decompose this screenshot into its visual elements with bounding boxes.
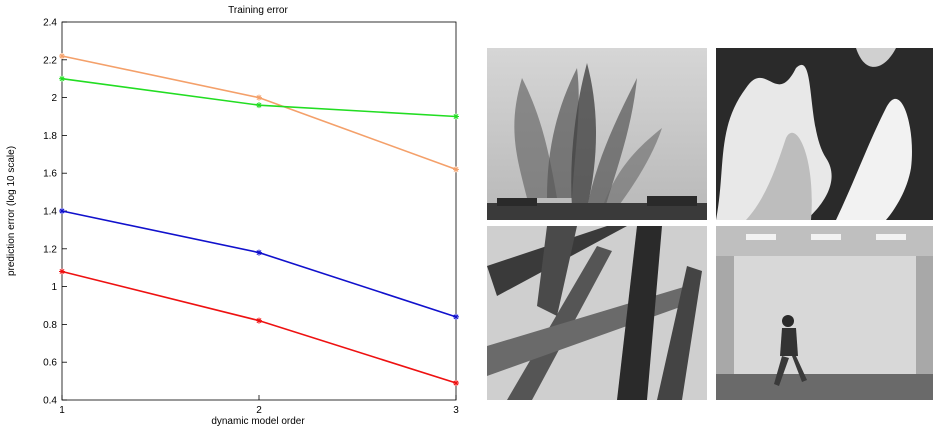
y-tick-label: 1.6: [43, 169, 57, 180]
y-axis-label: prediction error (log 10 scale): [6, 146, 17, 276]
series-1-point: [453, 166, 459, 173]
y-tick-label: 1.8: [43, 131, 57, 142]
plant-image: [487, 226, 707, 400]
series-3-point: [59, 208, 65, 214]
series-2-point: [256, 102, 262, 109]
fire-image: [716, 48, 933, 220]
fountain-frame: [487, 48, 707, 220]
fire-frame: [716, 48, 933, 220]
chart-title: Training error: [228, 5, 288, 16]
y-tick-label: 1.2: [43, 244, 57, 255]
series-4-point: [59, 268, 65, 275]
series-3-point: [453, 313, 459, 320]
y-tick-label: 2.2: [43, 55, 57, 66]
plant-frame: [487, 226, 707, 400]
series-1-point: [256, 94, 262, 101]
y-tick-label: 0.8: [43, 320, 57, 331]
y-tick-label: 1: [51, 282, 57, 293]
x-axis-label: dynamic model order: [211, 416, 305, 427]
series-group: [59, 53, 459, 386]
training-error-chart: Training error 0.4 0.6 0.8 1 1.2 1.4 1.6 1.8 2 2.…: [6, 5, 459, 427]
y-tick-label: 2.4: [43, 18, 57, 29]
walking-person-image: [716, 226, 933, 400]
y-tick-label: 2: [51, 93, 57, 104]
x-tick-label: 3: [453, 405, 459, 416]
y-axis: 0.4 0.6 0.8 1 1.2 1.4 1.6 1.8 2 2.2 2.4: [43, 18, 67, 407]
x-tick-label: 2: [256, 405, 262, 416]
plot-frame: [61, 21, 457, 401]
y-tick-label: 1.4: [43, 207, 57, 218]
series-3-point: [256, 249, 262, 256]
x-axis: 1 2 3: [59, 395, 459, 416]
fountain-image: [487, 48, 707, 220]
series-1-point: [59, 53, 65, 60]
series-4-line: [61, 270, 457, 384]
y-tick-label: 0.6: [43, 358, 57, 369]
x-tick-label: 1: [59, 405, 65, 416]
series-4-point: [453, 379, 459, 386]
series-3-line: [61, 210, 457, 318]
series-4-point: [256, 317, 262, 324]
y-tick-label: 0.4: [43, 396, 57, 407]
walking-person-frame: [716, 226, 933, 400]
series-2-point: [453, 113, 459, 120]
series-2-point: [59, 75, 65, 82]
